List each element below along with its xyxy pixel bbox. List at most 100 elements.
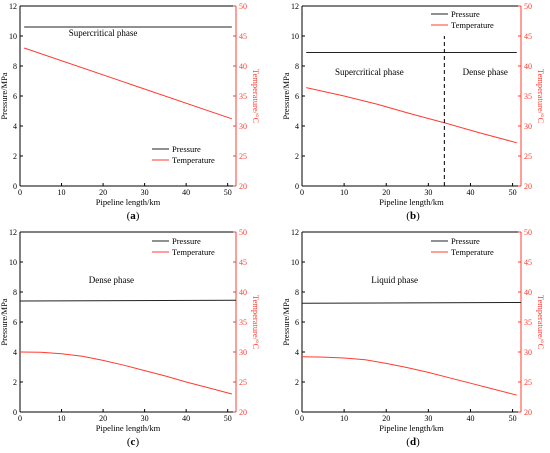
y-tick-label: 10 bbox=[291, 32, 299, 41]
y-axis-label: Pressure/MPa bbox=[0, 72, 9, 119]
y-tick-label: 10 bbox=[9, 258, 17, 267]
x-tick-label: 40 bbox=[182, 414, 190, 423]
y-tick-label: 0 bbox=[295, 408, 299, 417]
legend-label-temperature: Temperature bbox=[172, 247, 215, 257]
x-tick-label: 20 bbox=[99, 414, 107, 423]
y2-tick-label: 50 bbox=[239, 2, 247, 11]
y2-tick-label: 30 bbox=[524, 348, 532, 357]
y-tick-label: 6 bbox=[13, 318, 17, 327]
y-tick-label: 8 bbox=[13, 288, 17, 297]
y2-tick-label: 20 bbox=[239, 408, 247, 417]
phase-annotation: Dense phase bbox=[463, 67, 508, 77]
phase-annotation: Supercritical phase bbox=[335, 67, 404, 77]
y2-tick-label: 40 bbox=[239, 288, 247, 297]
y-tick-label: 4 bbox=[295, 122, 299, 131]
y-tick-label: 4 bbox=[13, 348, 17, 357]
y-tick-label: 2 bbox=[13, 378, 17, 387]
series-line-pressure bbox=[301, 302, 522, 304]
y-tick-label: 4 bbox=[295, 348, 299, 357]
legend-label-pressure: Pressure bbox=[451, 9, 480, 19]
phase-annotation: Dense phase bbox=[89, 275, 134, 285]
x-tick-label: 40 bbox=[466, 414, 474, 423]
series-line-temperature bbox=[306, 87, 517, 144]
phase-annotation: Liquid phase bbox=[371, 275, 418, 285]
y2-tick-label: 35 bbox=[524, 92, 532, 101]
y2-tick-label: 20 bbox=[524, 182, 532, 191]
x-tick-label: 0 bbox=[300, 188, 304, 197]
x-tick-label: 40 bbox=[466, 188, 474, 197]
y2-axis-label: Temperature/°C bbox=[536, 69, 546, 124]
x-tick-label: 50 bbox=[509, 414, 517, 423]
y-tick-label: 2 bbox=[295, 378, 299, 387]
y2-axis-label: Temperature/°C bbox=[536, 295, 546, 350]
y-tick-label: 2 bbox=[295, 152, 299, 161]
series-line-temperature bbox=[19, 351, 232, 395]
series-line-temperature bbox=[23, 47, 233, 120]
legend-label-pressure: Pressure bbox=[172, 144, 201, 154]
y2-tick-label: 40 bbox=[524, 62, 532, 71]
y-tick-label: 8 bbox=[295, 62, 299, 71]
y-tick-label: 6 bbox=[295, 318, 299, 327]
x-tick-label: 30 bbox=[424, 188, 432, 197]
y2-tick-label: 25 bbox=[524, 152, 532, 161]
y2-tick-label: 50 bbox=[524, 228, 532, 237]
y-tick-label: 0 bbox=[13, 182, 17, 191]
y-tick-label: 10 bbox=[291, 258, 299, 267]
y2-axis-label: Temperature/°C bbox=[251, 295, 261, 350]
y2-tick-label: 45 bbox=[239, 258, 247, 267]
y2-tick-label: 25 bbox=[524, 378, 532, 387]
legend-label-temperature: Temperature bbox=[172, 155, 215, 165]
y2-tick-label: 20 bbox=[239, 182, 247, 191]
x-tick-label: 20 bbox=[99, 188, 107, 197]
y-tick-label: 10 bbox=[9, 32, 17, 41]
x-tick-label: 30 bbox=[424, 414, 432, 423]
y-axis-label: Pressure/MPa bbox=[281, 72, 291, 119]
x-tick-label: 50 bbox=[224, 414, 232, 423]
x-tick-label: 10 bbox=[340, 414, 348, 423]
phase-annotation: Supercritical phase bbox=[69, 28, 138, 38]
y2-tick-label: 45 bbox=[239, 32, 247, 41]
y2-tick-label: 35 bbox=[239, 92, 247, 101]
y-tick-label: 0 bbox=[295, 182, 299, 191]
series-line-pressure bbox=[19, 299, 237, 302]
y2-tick-label: 35 bbox=[239, 318, 247, 327]
x-tick-label: 30 bbox=[141, 188, 149, 197]
x-tick-label: 0 bbox=[18, 188, 22, 197]
y2-tick-label: 40 bbox=[524, 288, 532, 297]
y2-tick-label: 25 bbox=[239, 152, 247, 161]
chart-panel-d: 0 10 20 30 40 50 0 2 4 6 8 10 12 20 25 30 35 40 45 50 Pipeli… bbox=[281, 228, 546, 448]
y-tick-label: 12 bbox=[291, 2, 299, 11]
chart-panel-a: 0 10 20 30 40 50 0 2 4 6 8 10 12 20 25 30 35 40 45 50 Pipeli… bbox=[0, 2, 261, 222]
y2-axis-label: Temperature/°C bbox=[251, 69, 261, 124]
x-tick-label: 50 bbox=[509, 188, 517, 197]
y2-tick-label: 25 bbox=[239, 378, 247, 387]
y-tick-label: 2 bbox=[13, 152, 17, 161]
y2-tick-label: 35 bbox=[524, 318, 532, 327]
y2-tick-label: 30 bbox=[524, 122, 532, 131]
x-axis-label: Pipeline length/km bbox=[379, 197, 444, 207]
y-tick-label: 8 bbox=[295, 288, 299, 297]
y-tick-label: 4 bbox=[13, 122, 17, 131]
legend-label-pressure: Pressure bbox=[172, 236, 201, 246]
y-axis-label: Pressure/MPa bbox=[281, 298, 291, 345]
y-tick-label: 6 bbox=[295, 92, 299, 101]
x-tick-label: 10 bbox=[58, 414, 66, 423]
x-tick-label: 20 bbox=[382, 188, 390, 197]
x-axis-label: Pipeline length/km bbox=[96, 197, 161, 207]
y2-tick-label: 40 bbox=[239, 62, 247, 71]
y-tick-label: 12 bbox=[9, 228, 17, 237]
legend-label-pressure: Pressure bbox=[451, 236, 480, 246]
y2-tick-label: 45 bbox=[524, 258, 532, 267]
series-line-temperature bbox=[301, 356, 517, 396]
y2-tick-label: 50 bbox=[524, 2, 532, 11]
y2-tick-label: 30 bbox=[239, 122, 247, 131]
y2-tick-label: 45 bbox=[524, 32, 532, 41]
panel-caption: (a) bbox=[127, 210, 140, 222]
chart-panel-b: 0 10 20 30 40 50 0 2 4 6 8 10 12 20 25 30 35 40 45 50 Pipeli… bbox=[281, 2, 546, 222]
y2-tick-label: 50 bbox=[239, 228, 247, 237]
x-axis-label: Pipeline length/km bbox=[96, 423, 161, 433]
y-axis-label: Pressure/MPa bbox=[0, 298, 9, 345]
x-tick-label: 10 bbox=[58, 188, 66, 197]
chart-panel-c: 0 10 20 30 40 50 0 2 4 6 8 10 12 20 25 30 35 40 45 50 Pipeli… bbox=[0, 228, 261, 448]
